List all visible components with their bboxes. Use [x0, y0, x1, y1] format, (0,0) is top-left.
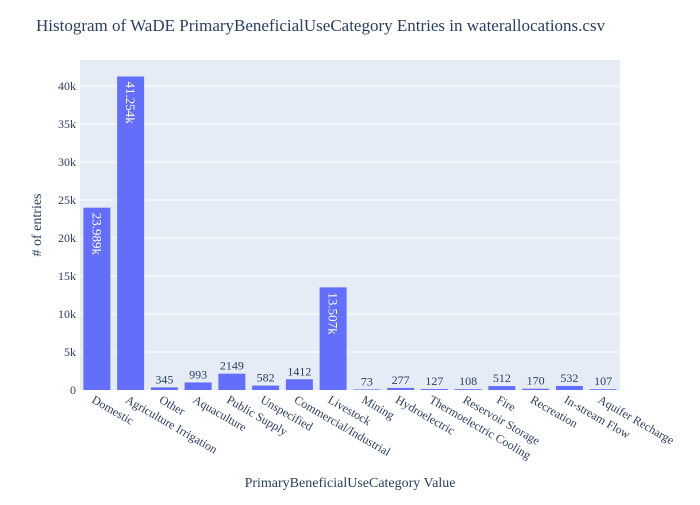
- bar-value-label: 512: [493, 371, 511, 385]
- y-tick-label: 5k: [64, 345, 76, 359]
- bar[interactable]: [285, 379, 313, 390]
- bar[interactable]: [184, 382, 212, 390]
- bar-value-label: 582: [257, 371, 275, 385]
- y-tick-label: 20k: [58, 231, 76, 245]
- bar-value-label: 1412: [287, 364, 311, 378]
- y-tick-label: 15k: [58, 269, 76, 283]
- x-axis-title: PrimaryBeneficialUseCategory Value: [245, 476, 456, 491]
- bar[interactable]: [150, 387, 178, 390]
- bar-value-label: 993: [189, 367, 207, 381]
- bar-value-label: 127: [425, 374, 443, 388]
- bar-value-label: 107: [594, 374, 612, 388]
- bar[interactable]: [252, 385, 280, 390]
- bar[interactable]: [387, 387, 415, 390]
- y-tick-label: 10k: [58, 307, 76, 321]
- data-labels: 23.989k 41.254k 345 993 2149 582 1412 13.507k 73…: [89, 81, 612, 388]
- chart-title: Histogram of WaDE PrimaryBeneficialUseCa…: [36, 16, 606, 35]
- y-tick-label: 25k: [58, 193, 76, 207]
- bar-value-label: 170: [527, 374, 545, 388]
- y-axis-title: # of entries: [30, 194, 45, 257]
- bar-value-label: 277: [392, 373, 410, 387]
- bar[interactable]: [589, 389, 617, 390]
- bar[interactable]: [488, 386, 516, 390]
- bar-value-label: 108: [459, 374, 477, 388]
- bar-value-label: 2149: [220, 359, 244, 373]
- bar[interactable]: [555, 385, 583, 390]
- plot-background: [80, 60, 620, 390]
- y-axis-ticks: 0 5k 10k 15k 20k 25k 30k 35k 40k: [58, 79, 76, 397]
- bar[interactable]: [522, 388, 550, 390]
- bar[interactable]: [353, 389, 381, 390]
- bar[interactable]: [83, 207, 111, 390]
- bar-value-label: 23.989k: [89, 213, 104, 256]
- bar[interactable]: [420, 389, 448, 390]
- bar[interactable]: [319, 287, 347, 390]
- bar-value-label: 532: [560, 371, 578, 385]
- bar-value-label: 73: [361, 374, 373, 388]
- gridlines: [80, 85, 620, 353]
- bar-value-label: 41.254k: [123, 81, 138, 124]
- bar[interactable]: [218, 373, 246, 390]
- bar[interactable]: [454, 389, 482, 390]
- y-tick-label: 0: [70, 383, 76, 397]
- bar-value-label: 345: [155, 372, 173, 386]
- y-tick-label: 30k: [58, 155, 76, 169]
- y-tick-label: 35k: [58, 117, 76, 131]
- bar-value-label: 13.507k: [326, 292, 341, 335]
- bars: [83, 76, 617, 390]
- bar[interactable]: [117, 76, 145, 390]
- y-tick-label: 40k: [58, 79, 76, 93]
